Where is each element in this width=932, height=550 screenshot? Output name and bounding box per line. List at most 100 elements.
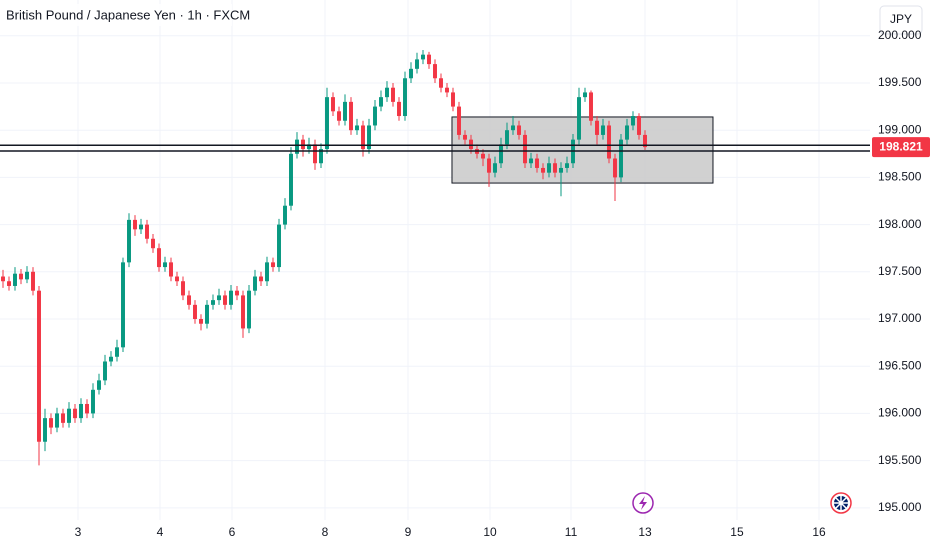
candle-body [367,125,371,150]
candle-body [397,101,401,117]
candle-body [199,319,203,324]
candle-body [289,153,293,206]
y-tick-label: 199.500 [878,75,922,89]
candle-body [433,64,437,79]
candle-body [313,144,317,164]
candle-body [13,273,17,286]
currency-label: JPY [890,12,912,26]
x-tick-label: 6 [229,525,236,539]
candle-body [67,408,71,423]
candle-body [31,271,35,291]
candle-body [85,403,89,414]
candle-body [379,97,383,107]
candle-body [325,97,329,150]
candle-body [163,262,167,268]
y-tick-label: 196.000 [878,406,922,420]
y-tick-label: 200.000 [878,28,922,42]
x-tick-label: 13 [638,525,652,539]
y-tick-label: 198.000 [878,217,922,231]
candle-body [469,139,473,150]
candle-body [127,219,131,263]
candle-body [487,158,491,173]
candle-body [331,97,335,112]
title-bg [0,4,232,26]
candle-body [559,167,563,173]
candle-body [259,276,263,282]
candle-body [181,281,185,296]
candle-body [205,304,209,324]
candle-body [391,87,395,102]
candle-body [373,106,377,126]
event-icon[interactable] [632,492,654,514]
x-tick-label: 3 [75,525,82,539]
flag-icon[interactable] [830,492,852,514]
candle-body [547,163,551,173]
x-tick-label: 16 [812,525,826,539]
candle-body [139,224,143,230]
candle-body [451,92,455,107]
candle-body [307,144,311,150]
candle-body [223,295,227,305]
candle-body [277,224,281,268]
candle-body [301,139,305,150]
candle-body [61,413,65,423]
x-tick-label: 8 [322,525,329,539]
candle-body [595,120,599,135]
lightning [639,496,647,510]
candle-body [577,97,581,140]
last-price-label: 198.821 [879,139,923,153]
candle-body [613,158,617,178]
candle-body [25,271,29,280]
candle-body [505,130,509,145]
candle-body [529,158,533,164]
candle-body [91,389,95,414]
candle-body [103,361,107,381]
candle-body [481,153,485,159]
candle-body [271,262,275,268]
flag-cross [834,496,848,510]
chart-title: British Pound / Japanese Yen · 1h · FXCM [6,7,250,22]
y-tick-label: 198.500 [878,170,922,184]
candle-body [541,167,545,173]
candle-body [115,347,119,357]
candle-body [265,262,269,282]
candle-body [319,149,323,164]
candle-body [457,106,461,135]
candle-body [109,356,113,362]
candle-body [145,224,149,239]
candle-body [499,144,503,164]
candle-body [421,54,425,60]
y-tick-label: 197.500 [878,264,922,278]
candle-body [187,295,191,305]
y-tick-label: 195.000 [878,500,922,514]
candle-body [49,418,53,428]
candle-body [349,101,353,131]
candle-body [121,262,125,348]
candle-body [427,54,431,65]
candle-body [589,92,593,121]
candle-body [535,158,539,168]
candle-body [439,78,443,88]
candle-body [175,276,179,282]
currency-button[interactable] [879,5,923,35]
candle-body [607,125,611,159]
candle-body [511,125,515,131]
candle-body [151,238,155,249]
candle-body [343,101,347,121]
x-tick-label: 4 [157,525,164,539]
range-box [451,116,714,184]
candle-body [445,87,449,93]
candle-body [463,134,467,140]
candle-body [79,403,83,419]
x-tick-label: 10 [483,525,497,539]
candle-body [169,262,173,277]
candle-body [37,290,41,442]
candle-body [601,125,605,135]
y-tick-label: 197.000 [878,311,922,325]
candle-body [19,273,23,280]
candle-body [157,248,161,268]
candle-body [211,300,215,305]
candle-body [7,281,11,286]
candle-body [643,134,647,148]
